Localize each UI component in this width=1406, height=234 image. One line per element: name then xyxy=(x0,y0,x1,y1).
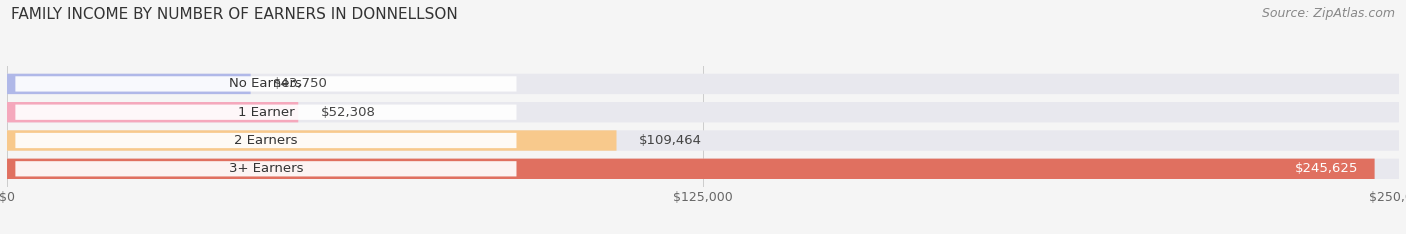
Text: $109,464: $109,464 xyxy=(638,134,702,147)
FancyBboxPatch shape xyxy=(15,161,516,176)
Text: $52,308: $52,308 xyxy=(321,106,375,119)
Text: Source: ZipAtlas.com: Source: ZipAtlas.com xyxy=(1261,7,1395,20)
FancyBboxPatch shape xyxy=(15,105,516,120)
Text: 2 Earners: 2 Earners xyxy=(235,134,298,147)
Text: 3+ Earners: 3+ Earners xyxy=(229,162,304,175)
FancyBboxPatch shape xyxy=(15,133,516,148)
FancyBboxPatch shape xyxy=(7,130,1399,151)
FancyBboxPatch shape xyxy=(7,130,616,151)
Text: 1 Earner: 1 Earner xyxy=(238,106,294,119)
FancyBboxPatch shape xyxy=(7,74,250,94)
FancyBboxPatch shape xyxy=(7,102,298,122)
FancyBboxPatch shape xyxy=(7,74,1399,94)
Text: No Earners: No Earners xyxy=(229,77,302,90)
FancyBboxPatch shape xyxy=(7,159,1399,179)
Text: $245,625: $245,625 xyxy=(1295,162,1358,175)
Text: $43,750: $43,750 xyxy=(273,77,328,90)
Text: FAMILY INCOME BY NUMBER OF EARNERS IN DONNELLSON: FAMILY INCOME BY NUMBER OF EARNERS IN DO… xyxy=(11,7,458,22)
FancyBboxPatch shape xyxy=(7,102,1399,122)
FancyBboxPatch shape xyxy=(7,159,1375,179)
FancyBboxPatch shape xyxy=(15,76,516,91)
